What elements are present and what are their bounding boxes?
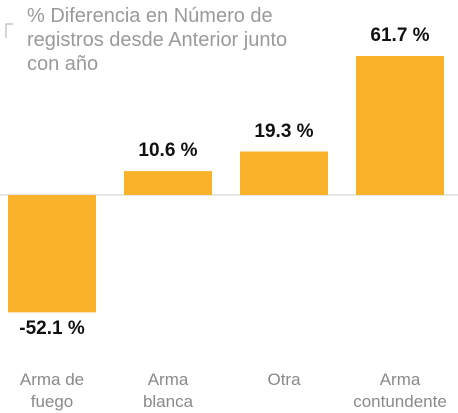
bar <box>356 55 444 195</box>
value-label: 61.7 % <box>370 24 430 46</box>
bar <box>124 171 212 195</box>
value-label: -52.1 % <box>19 318 85 340</box>
x-tick-label: Otra <box>267 370 301 389</box>
title-icon <box>5 23 13 38</box>
x-tick-label: Arma contundente <box>353 370 447 411</box>
bar <box>240 151 328 195</box>
value-label: 19.3 % <box>254 120 314 142</box>
x-tick-label: Arma de fuego <box>19 370 85 411</box>
bar <box>8 195 96 313</box>
chart-title: % Diferencia en Número de registros desd… <box>27 5 288 75</box>
value-label: 10.6 % <box>138 140 198 162</box>
x-tick-label: Arma blanca <box>142 370 194 411</box>
